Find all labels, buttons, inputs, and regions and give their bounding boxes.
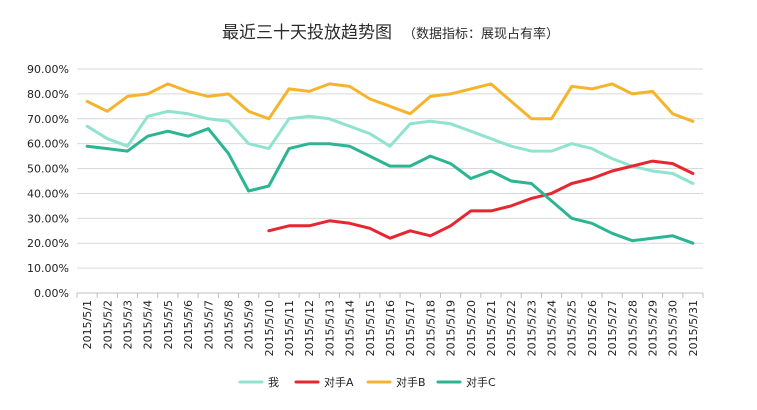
y-tick-label: 10.00% [27,262,69,275]
legend-label: 对手B [396,375,426,389]
y-tick-label: 0.00% [34,287,69,300]
x-tick-label: 2015/5/24 [546,300,559,356]
x-tick-label: 2015/5/29 [647,300,660,356]
series-lines [85,82,695,245]
x-tick-label: 2015/5/10 [263,300,276,356]
series-line-0 [85,109,695,185]
x-tick-label: 2015/5/21 [485,300,498,356]
x-tick-label: 2015/5/2 [101,300,114,349]
x-tick-label: 2015/5/12 [303,300,316,356]
series-line-1 [267,159,695,240]
x-tick-label: 2015/5/1 [81,300,94,349]
x-tick-label: 2015/5/25 [566,300,579,356]
x-tick-label: 2015/5/14 [344,300,357,356]
chart-subtitle: （数据指标：展现占有率） [403,26,559,42]
y-tick-label: 20.00% [27,237,69,250]
x-tick-label: 2015/5/5 [162,300,175,349]
x-tick-label: 2015/5/17 [404,300,417,356]
x-tick-label: 2015/5/28 [626,300,639,356]
x-tick-label: 2015/5/16 [384,300,397,356]
y-tick-label: 90.00% [27,63,69,76]
x-tick-label: 2015/5/7 [202,300,215,349]
x-axis-ticks: 2015/5/1 2015/5/2 2015/5/3 2015/5/4 2015/5/5… [76,293,704,356]
x-tick-label: 2015/5/4 [142,300,155,349]
x-tick-label: 2015/5/13 [323,300,336,356]
y-axis-ticks: 0.00% 10.00% 20.00% 30.00% 40.00% 50.00% 60.00… [27,63,69,300]
x-tick-label: 2015/5/8 [222,300,235,349]
y-tick-label: 60.00% [27,138,69,151]
x-tick-label: 2015/5/27 [606,300,619,356]
x-tick-label: 2015/5/20 [465,300,478,356]
chart-title: 最近三十天投放趋势图 [222,23,392,43]
y-tick-label: 50.00% [27,163,69,176]
legend-label: 我 [268,376,279,389]
x-tick-label: 2015/5/30 [667,300,680,356]
legend-label: 对手C [466,375,496,389]
x-tick-label: 2015/5/23 [525,300,538,356]
series-line-2 [85,82,695,123]
x-tick-label: 2015/5/11 [283,300,296,356]
y-tick-label: 30.00% [27,212,69,225]
x-tick-label: 2015/5/22 [505,300,518,356]
x-tick-label: 2015/5/6 [182,300,195,349]
x-tick-label: 2015/5/9 [243,300,256,349]
x-tick-label: 2015/5/26 [586,300,599,356]
x-tick-label: 2015/5/31 [687,300,700,356]
y-tick-label: 70.00% [27,113,69,126]
y-tick-label: 80.00% [27,88,69,101]
grid-lines [77,68,703,294]
x-tick-label: 2015/5/15 [364,300,377,356]
legend-label: 对手A [324,375,354,389]
x-tick-label: 2015/5/19 [445,300,458,356]
x-tick-label: 2015/5/3 [121,300,134,349]
legend: 我 对手A 对手B 对手C [238,375,496,389]
series-line-3 [85,127,695,245]
y-tick-label: 40.00% [27,187,69,200]
x-tick-label: 2015/5/18 [424,300,437,356]
